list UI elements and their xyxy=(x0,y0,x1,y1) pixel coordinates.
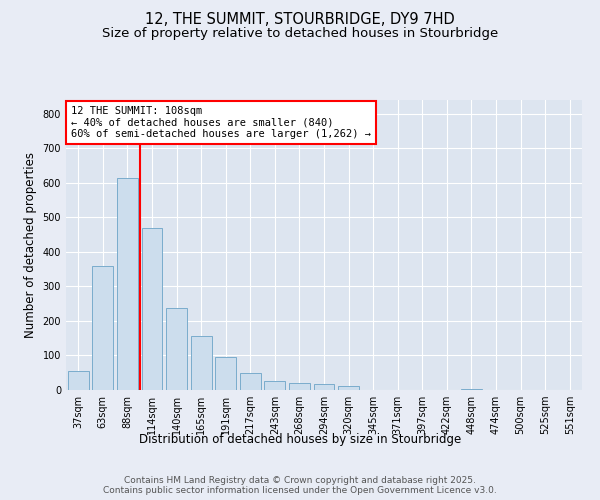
Text: 12, THE SUMMIT, STOURBRIDGE, DY9 7HD: 12, THE SUMMIT, STOURBRIDGE, DY9 7HD xyxy=(145,12,455,28)
Bar xyxy=(338,386,359,390)
Text: 12 THE SUMMIT: 108sqm
← 40% of detached houses are smaller (840)
60% of semi-det: 12 THE SUMMIT: 108sqm ← 40% of detached … xyxy=(71,106,371,139)
Bar xyxy=(215,357,236,390)
Text: Distribution of detached houses by size in Stourbridge: Distribution of detached houses by size … xyxy=(139,432,461,446)
Bar xyxy=(92,266,113,390)
Bar xyxy=(142,228,163,390)
Bar xyxy=(461,389,482,390)
Bar xyxy=(166,308,187,390)
Text: Size of property relative to detached houses in Stourbridge: Size of property relative to detached ho… xyxy=(102,28,498,40)
Bar xyxy=(240,372,261,390)
Bar xyxy=(68,371,89,390)
Bar xyxy=(289,383,310,390)
Bar xyxy=(265,382,286,390)
Bar xyxy=(191,336,212,390)
Bar xyxy=(314,384,334,390)
Bar xyxy=(117,178,138,390)
Y-axis label: Number of detached properties: Number of detached properties xyxy=(24,152,37,338)
Text: Contains HM Land Registry data © Crown copyright and database right 2025.
Contai: Contains HM Land Registry data © Crown c… xyxy=(103,476,497,495)
